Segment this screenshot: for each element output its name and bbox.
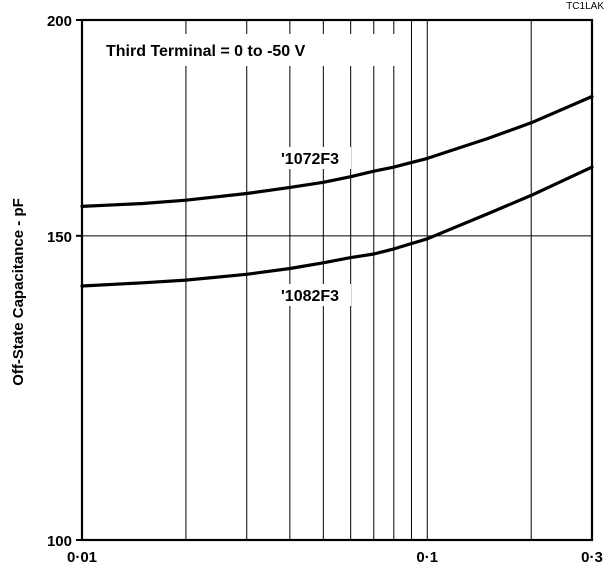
y-tick-label: 100: [47, 533, 72, 550]
chart-code: TC1LAK: [566, 1, 604, 12]
x-tick-label: 0·01: [67, 549, 97, 566]
y-tick-label: 150: [47, 229, 72, 246]
series-label-1082F3-text: '1082F3: [281, 288, 339, 305]
series-label-1082F3: '1082F3: [279, 284, 351, 306]
series-label-1072F3-text: '1072F3: [281, 151, 339, 168]
x-tick-labels: 0·01 0·1 0·3: [67, 549, 603, 566]
plot-frame: [80, 18, 594, 542]
y-axis-label: Off-State Capacitance - pF: [10, 198, 27, 386]
series-label-1072F3: '1072F3: [279, 147, 351, 169]
annotation-text: Third Terminal = 0 to -50 V: [106, 43, 306, 60]
series-layer: [80, 94, 594, 288]
x-tick-label: 0·3: [581, 549, 603, 566]
series-line-1: [80, 165, 594, 288]
y-tick-labels: 100 150 200: [47, 13, 72, 550]
annotation-box: Third Terminal = 0 to -50 V: [100, 34, 400, 66]
series-line-0: [80, 94, 594, 208]
y-tick-label: 200: [47, 13, 72, 30]
x-tick-label: 0·1: [416, 549, 438, 566]
